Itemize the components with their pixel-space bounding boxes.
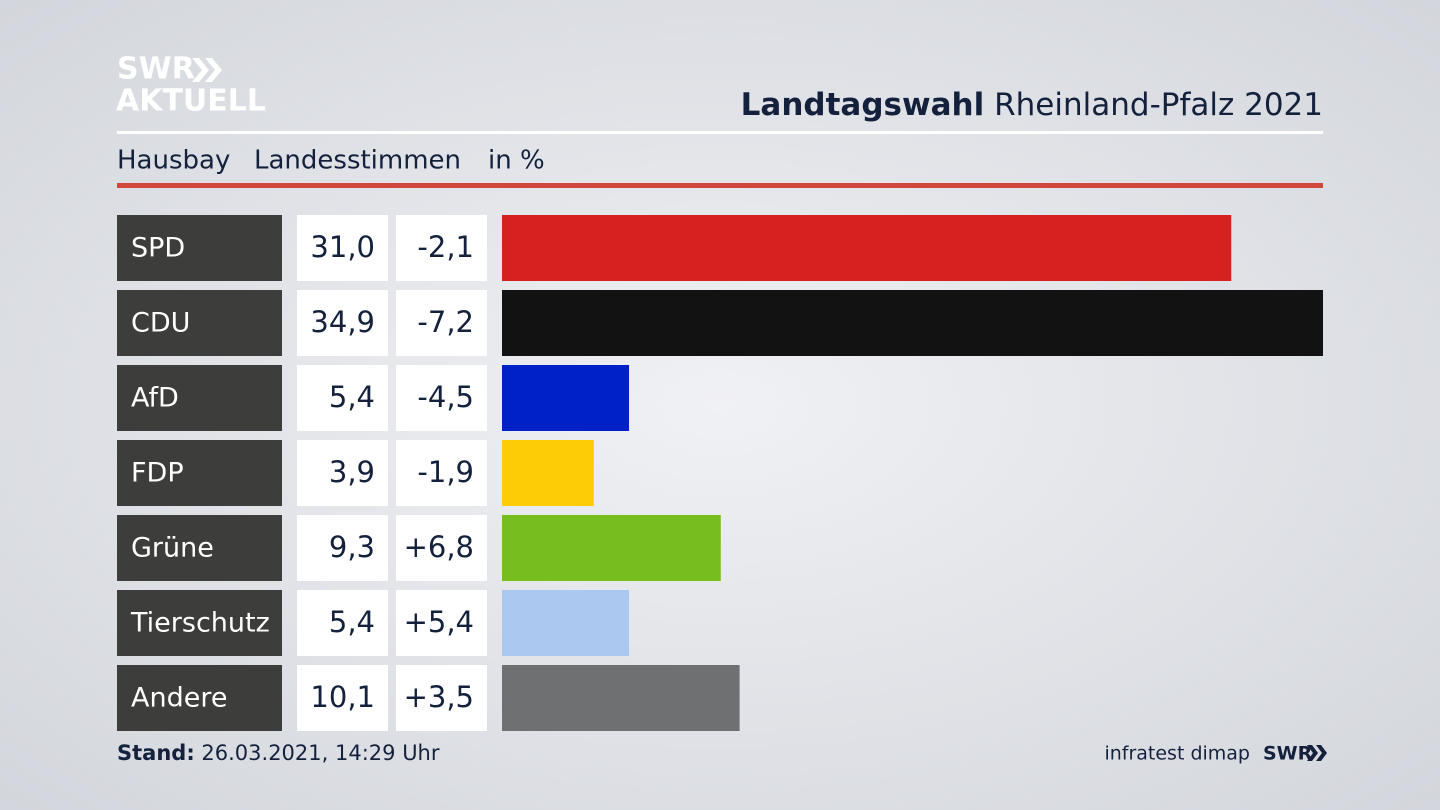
change-label: -1,9 <box>417 455 474 489</box>
value-label: 9,3 <box>329 530 375 564</box>
title-regular: Rheinland-Pfalz 2021 <box>994 87 1323 123</box>
value-label: 5,4 <box>329 605 375 639</box>
title-bold: Landtagswahl <box>741 87 985 123</box>
party-label: SPD <box>131 233 185 264</box>
party-label: AfD <box>131 383 179 414</box>
value-label: 3,9 <box>329 455 375 489</box>
subtitle-place: Hausbay <box>117 146 230 176</box>
bar <box>502 215 1232 281</box>
party-box <box>117 665 282 731</box>
party-box <box>117 290 282 356</box>
change-label: -2,1 <box>417 230 474 264</box>
value-box <box>297 365 388 431</box>
subtitle-unit: in % <box>488 146 545 176</box>
value-box <box>297 515 388 581</box>
party-label: Andere <box>131 683 227 714</box>
logo-chevrons <box>192 58 222 82</box>
footer-source: infratest dimap <box>1104 743 1250 765</box>
accent-line <box>117 183 1323 188</box>
value-label: 31,0 <box>310 230 375 264</box>
party-label: Tierschutz <box>130 608 270 639</box>
value-label: 34,9 <box>310 305 375 339</box>
bar <box>502 590 630 656</box>
value-box <box>297 665 388 731</box>
party-label: Grüne <box>131 533 214 564</box>
party-label: CDU <box>131 308 190 339</box>
bar <box>502 365 630 431</box>
change-label: +6,8 <box>404 530 474 564</box>
subtitle-measure: Landesstimmen <box>254 146 461 176</box>
bar <box>502 515 721 581</box>
logo-swr: SWR <box>117 52 195 87</box>
stand-label: Stand: <box>117 741 195 765</box>
change-label: +5,4 <box>404 605 474 639</box>
party-label: FDP <box>131 458 184 489</box>
divider <box>117 131 1323 134</box>
value-box <box>297 440 388 506</box>
footer-brand: SWR <box>1263 743 1313 765</box>
change-label: +3,5 <box>404 680 474 714</box>
chart-title: Landtagswahl Rheinland-Pfalz 2021 <box>741 87 1323 123</box>
footer-chevrons <box>1307 745 1327 761</box>
party-box <box>117 440 282 506</box>
change-box <box>396 215 487 281</box>
change-label: -7,2 <box>417 305 474 339</box>
value-box <box>297 290 388 356</box>
party-box <box>117 590 282 656</box>
stand-date: 26.03.2021, 14:29 Uhr <box>201 741 439 765</box>
change-box <box>396 365 487 431</box>
bar <box>502 440 594 506</box>
logo-aktuell: AKTUELL <box>116 84 266 119</box>
change-box <box>396 590 487 656</box>
party-box <box>117 365 282 431</box>
value-box <box>297 215 388 281</box>
footer-stand: Stand: 26.03.2021, 14:29 Uhr <box>117 741 440 765</box>
value-box <box>297 590 388 656</box>
change-box <box>396 440 487 506</box>
value-label: 10,1 <box>310 680 375 714</box>
change-box <box>396 290 487 356</box>
change-box <box>396 665 487 731</box>
party-box <box>117 515 282 581</box>
bar <box>502 290 1323 356</box>
party-box <box>117 215 282 281</box>
value-label: 5,4 <box>329 380 375 414</box>
change-label: -4,5 <box>417 380 474 414</box>
bar <box>502 665 740 731</box>
change-box <box>396 515 487 581</box>
